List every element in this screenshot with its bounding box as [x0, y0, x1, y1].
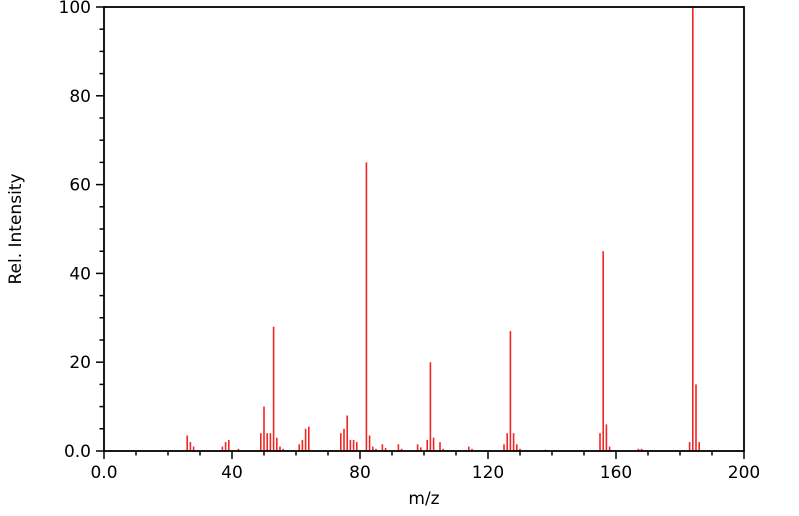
x-tick-label: 200: [728, 463, 760, 483]
x-tick-label: 120: [472, 463, 504, 483]
y-tick-label: 20: [69, 353, 91, 373]
axis-ticks: [96, 6, 745, 459]
x-tick-label: 0.0: [90, 463, 117, 483]
x-tick-label: 40: [221, 463, 243, 483]
y-tick-label: 60: [69, 176, 91, 196]
plot-border: [103, 6, 745, 452]
y-tick-label: 80: [69, 87, 91, 107]
x-axis-title: m/z: [408, 489, 439, 509]
y-tick-label: 40: [69, 264, 91, 284]
y-tick-label: 100: [59, 0, 91, 18]
x-tick-label: 80: [349, 463, 371, 483]
y-tick-label: 0.0: [64, 442, 91, 462]
y-axis-title: Rel. Intensity: [6, 173, 26, 284]
x-tick-label: 160: [600, 463, 632, 483]
axis-tick-labels: 0.0 40 80 120 160 200 0.0 20 40 60 80 100: [59, 0, 761, 483]
spectrum-peaks: [186, 7, 701, 451]
